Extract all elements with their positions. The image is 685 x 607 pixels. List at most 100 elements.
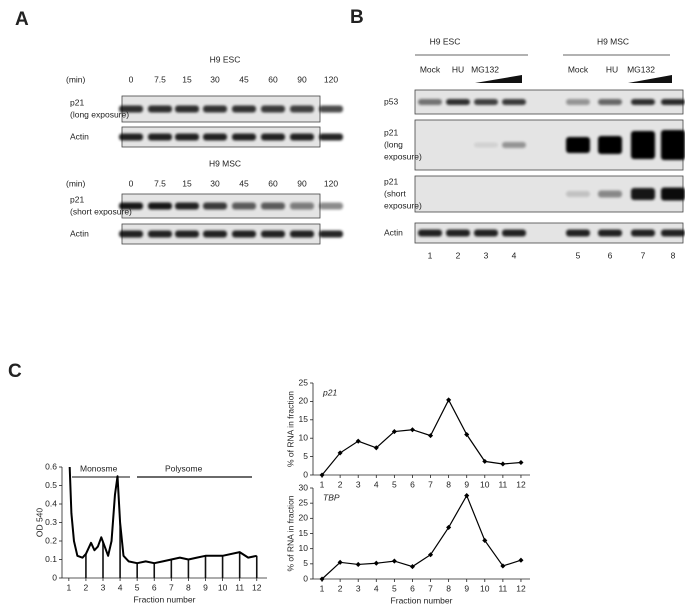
x-tick-label: 11 bbox=[498, 583, 507, 593]
band bbox=[148, 133, 172, 141]
row-label: exposure) bbox=[384, 200, 422, 210]
row-label: (short bbox=[384, 188, 406, 198]
annotation: Monosme bbox=[80, 463, 118, 473]
band bbox=[566, 229, 590, 237]
band bbox=[631, 99, 655, 105]
x-tick-label: 12 bbox=[516, 479, 526, 489]
band bbox=[418, 99, 442, 105]
band bbox=[232, 202, 256, 210]
band bbox=[661, 229, 685, 237]
y-tick-label: 0 bbox=[52, 572, 57, 582]
y-axis-label: % of RNA in fraction bbox=[285, 495, 295, 571]
x-tick-label: 3 bbox=[101, 582, 106, 592]
band bbox=[290, 230, 314, 238]
band bbox=[148, 230, 172, 238]
band bbox=[119, 105, 143, 113]
x-axis-label: Fraction number bbox=[391, 595, 453, 605]
band bbox=[148, 105, 172, 113]
x-tick-label: 3 bbox=[356, 479, 361, 489]
y-tick-label: 25 bbox=[299, 497, 309, 507]
x-tick-label: 8 bbox=[186, 582, 191, 592]
marker bbox=[500, 461, 506, 467]
time: 120 bbox=[324, 74, 338, 84]
group-title: H9 MSC bbox=[209, 158, 241, 168]
time: 60 bbox=[268, 178, 278, 188]
band bbox=[261, 133, 285, 141]
lane-number: 2 bbox=[456, 250, 461, 260]
marker bbox=[391, 558, 397, 564]
x-tick-label: 12 bbox=[516, 583, 526, 593]
marker bbox=[373, 560, 379, 566]
lane-label: MG132 bbox=[627, 64, 655, 74]
x-tick-label: 7 bbox=[428, 479, 433, 489]
x-tick-label: 2 bbox=[84, 582, 89, 592]
marker bbox=[518, 459, 524, 466]
x-tick-label: 3 bbox=[356, 583, 361, 593]
y-tick-label: 0.1 bbox=[45, 554, 57, 564]
row-label: (short exposure) bbox=[70, 206, 132, 216]
y-tick-label: 20 bbox=[299, 396, 309, 406]
band bbox=[598, 190, 622, 198]
marker bbox=[319, 472, 325, 478]
band bbox=[175, 133, 199, 141]
time-label: (min) bbox=[66, 178, 86, 188]
marker bbox=[391, 429, 397, 435]
band bbox=[598, 229, 622, 237]
x-tick-label: 9 bbox=[203, 582, 208, 592]
marker bbox=[427, 433, 434, 439]
marker bbox=[464, 431, 470, 438]
y-tick-label: 30 bbox=[299, 482, 309, 492]
y-axis-label: OD 540 bbox=[34, 508, 44, 538]
time: 45 bbox=[239, 178, 249, 188]
lane-number: 7 bbox=[641, 250, 646, 260]
x-tick-label: 6 bbox=[410, 583, 415, 593]
trace bbox=[68, 466, 257, 565]
x-tick-label: 9 bbox=[464, 583, 469, 593]
lane-label: Mock bbox=[420, 64, 441, 74]
band bbox=[290, 105, 314, 113]
row-label: Actin bbox=[70, 131, 89, 141]
band bbox=[175, 230, 199, 238]
y-tick-label: 20 bbox=[299, 513, 309, 523]
x-tick-label: 8 bbox=[446, 479, 451, 489]
y-tick-label: 0.3 bbox=[45, 517, 57, 527]
y-tick-label: 0 bbox=[303, 469, 308, 479]
wedge bbox=[475, 75, 522, 83]
band bbox=[319, 230, 343, 238]
row-label: Actin bbox=[70, 228, 89, 238]
lane-number: 3 bbox=[484, 250, 489, 260]
x-tick-label: 11 bbox=[498, 479, 507, 489]
band bbox=[119, 230, 143, 238]
x-tick-label: 7 bbox=[428, 583, 433, 593]
band bbox=[261, 202, 285, 210]
marker bbox=[373, 445, 379, 451]
y-tick-label: 5 bbox=[303, 558, 308, 568]
band bbox=[203, 133, 227, 141]
lane-number: 4 bbox=[512, 250, 517, 260]
band bbox=[148, 202, 172, 210]
band bbox=[290, 202, 314, 210]
row-label: exposure) bbox=[384, 151, 422, 161]
x-tick-label: 10 bbox=[480, 479, 490, 489]
row-label: p21 bbox=[384, 176, 398, 186]
x-tick-label: 4 bbox=[374, 479, 379, 489]
lane-number: 8 bbox=[671, 250, 676, 260]
time: 30 bbox=[210, 74, 220, 84]
x-tick-label: 6 bbox=[410, 479, 415, 489]
y-tick-label: 25 bbox=[299, 377, 309, 387]
x-tick-label: 4 bbox=[374, 583, 379, 593]
band bbox=[446, 229, 470, 237]
y-tick-label: 0.6 bbox=[45, 461, 57, 471]
y-tick-label: 0.4 bbox=[45, 498, 57, 508]
x-tick-label: 5 bbox=[135, 582, 140, 592]
band bbox=[598, 99, 622, 105]
band bbox=[661, 99, 685, 105]
band bbox=[631, 229, 655, 237]
band bbox=[175, 202, 199, 210]
x-tick-label: 6 bbox=[152, 582, 157, 592]
time: 7.5 bbox=[154, 74, 166, 84]
band bbox=[203, 230, 227, 238]
x-tick-label: 1 bbox=[66, 582, 71, 592]
y-tick-label: 10 bbox=[299, 543, 309, 553]
x-axis-label: Fraction number bbox=[134, 594, 196, 604]
